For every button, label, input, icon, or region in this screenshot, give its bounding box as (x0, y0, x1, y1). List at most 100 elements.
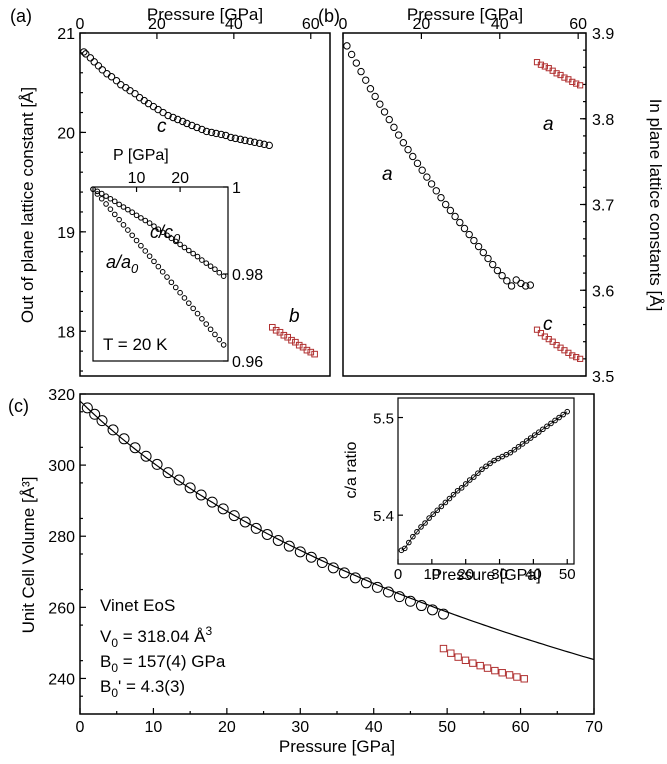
panel-c-volume-point (228, 510, 240, 522)
inset-c-ratio-point (430, 511, 437, 518)
panel-c-volume-point (151, 458, 163, 470)
panel-c-volume-point (437, 608, 449, 620)
inset-a-temperature-label: T = 20 K (103, 335, 168, 354)
panel-b-c-high-point (533, 326, 541, 333)
panel-c-x-tick-label: 70 (585, 719, 603, 736)
panel-b-a-point (470, 236, 478, 245)
panel-b-a-point (441, 200, 450, 209)
panel-a-annotation-b: b (289, 306, 300, 327)
inset-c-x-tick-label: 30 (491, 566, 508, 583)
inset-a-c-ratio-point (199, 257, 205, 263)
eos-title: Vinet EoS (100, 596, 175, 615)
inset-a-a-ratio-point (212, 331, 218, 338)
inset-c-ratio-point (519, 441, 526, 447)
inset-c-ratio-point (536, 429, 542, 435)
inset-a-c-ratio-point (94, 188, 101, 195)
panel-b-a-point (427, 180, 436, 188)
inset-c-x-tick-label: 40 (525, 566, 542, 583)
inset-c-ratio-point (560, 411, 566, 418)
inset-a-a-ratio-point (111, 211, 118, 218)
panel-c-volume-point (195, 489, 207, 501)
panel-b-y-tick-label: 3.8 (592, 112, 614, 129)
inset-c-ratio-point (540, 426, 546, 433)
panel-a-c-point (241, 136, 249, 145)
panel-a-top-tick-label: 60 (302, 16, 320, 33)
panel-c-y-tick-label: 260 (48, 600, 75, 617)
inset-a-a-ratio-point (181, 295, 188, 301)
inset-a-y-tick-label: 1 (232, 180, 241, 197)
inset-c-frame (397, 397, 575, 565)
panel-b-y-tick-label: 3.5 (592, 369, 614, 386)
panel-c-volume-point (217, 503, 229, 515)
inset-a-c-ratio-point (116, 201, 122, 208)
inset-a-a-ratio-point (203, 321, 210, 327)
panel-a-c-point (183, 119, 191, 128)
panel-b-top-tick-label: 40 (491, 16, 509, 33)
panel-b-y-tick-label: 3.6 (592, 283, 614, 300)
inset-c-ratio-point (446, 495, 453, 502)
panel-a-b-point (311, 350, 318, 358)
panel-b-a-point (394, 131, 403, 139)
inset-a-a-ratio-point (164, 274, 170, 280)
panel-c-volume-point (96, 415, 108, 427)
inset-a-c-ratio-point (133, 212, 140, 219)
panel-b-a-point (451, 212, 459, 221)
inset-a-c-ratio-point (159, 229, 166, 236)
panel-c-volume-point (239, 516, 251, 528)
panel-a-c-point (173, 115, 182, 124)
panel-a-annotation-c: c (157, 116, 167, 137)
panel-a-c-point (246, 137, 254, 146)
inset-c-ratio-point (515, 444, 522, 450)
panel-b-y-axis-title: In plane lattice constants [Å] (646, 99, 665, 312)
panel-a-y-tick-label: 20 (57, 125, 75, 142)
panel-c-x-tick-label: 0 (76, 719, 85, 736)
inset-c-ratio-point (422, 520, 428, 526)
panel-b-a-point (526, 281, 535, 289)
panel-c-volume-point (393, 591, 405, 603)
panel-b-top-tick-label: 20 (412, 16, 430, 33)
panel-a-c-point (178, 117, 187, 126)
panel-b-a-high-point (577, 82, 584, 89)
panel-c-volume-point (415, 600, 427, 612)
panel-a-c-point (231, 134, 240, 143)
inset-a-a-ratio-point (146, 253, 153, 259)
inset-a-c-ratio-point (181, 244, 188, 251)
panel-b-c-high-point (537, 330, 545, 337)
panel-c-volume-high-point (498, 669, 506, 677)
panel-b-y-tick-label: 3.9 (592, 26, 614, 43)
panel-c-x-tick-label: 30 (291, 719, 309, 736)
inset-c-ratio-point (556, 414, 562, 421)
inset-a-a-ratio-point (90, 186, 96, 192)
panel-c-volume-point (89, 408, 101, 420)
panel-b-a-point (343, 42, 351, 50)
inset-a-x-tick-label: 20 (171, 170, 189, 187)
inset-a-c-ratio-point (186, 247, 192, 254)
inset-a-c-ratio-point (164, 232, 170, 239)
panel-c-volume-point (382, 586, 394, 598)
panel-b-a-point (357, 67, 365, 76)
panel-b-a-point (390, 123, 398, 132)
panel-c-y-axis-title: Unit Cell Volume [Å³] (19, 477, 38, 634)
inset-a-c-ratio-point (107, 195, 114, 202)
panel-a-c-point (131, 89, 139, 98)
inset-c-ratio-point (426, 515, 432, 521)
inset-a-c-ratio-point (203, 260, 210, 266)
inset-a-a-ratio-point (168, 279, 175, 286)
panel-b-c-high-point (573, 354, 580, 361)
inset-a-c-ratio-point (151, 223, 157, 229)
panel-b-a-point (376, 100, 384, 108)
panel-b-a-point (385, 115, 393, 124)
eos-v0: V0 = 318.04 Å3 (100, 624, 212, 650)
inset-a-a-ratio-point (103, 201, 109, 207)
panel-c-volume-high-point (447, 649, 455, 657)
inset-a-x-tick-label: 10 (128, 170, 146, 187)
panel-c-y-tick-label: 240 (48, 671, 75, 688)
panel-a-b-point (280, 331, 288, 339)
panel-a-c-point (255, 139, 264, 148)
vinet-eos-fit-line (79, 400, 595, 661)
inset-c-y-tick-label: 5.5 (373, 411, 394, 428)
inset-c-x-tick-label: 0 (394, 566, 402, 583)
panel-b-label: (b) (318, 6, 340, 26)
panel-c-volume-point (305, 551, 317, 563)
panel-b-a-point (380, 108, 389, 116)
